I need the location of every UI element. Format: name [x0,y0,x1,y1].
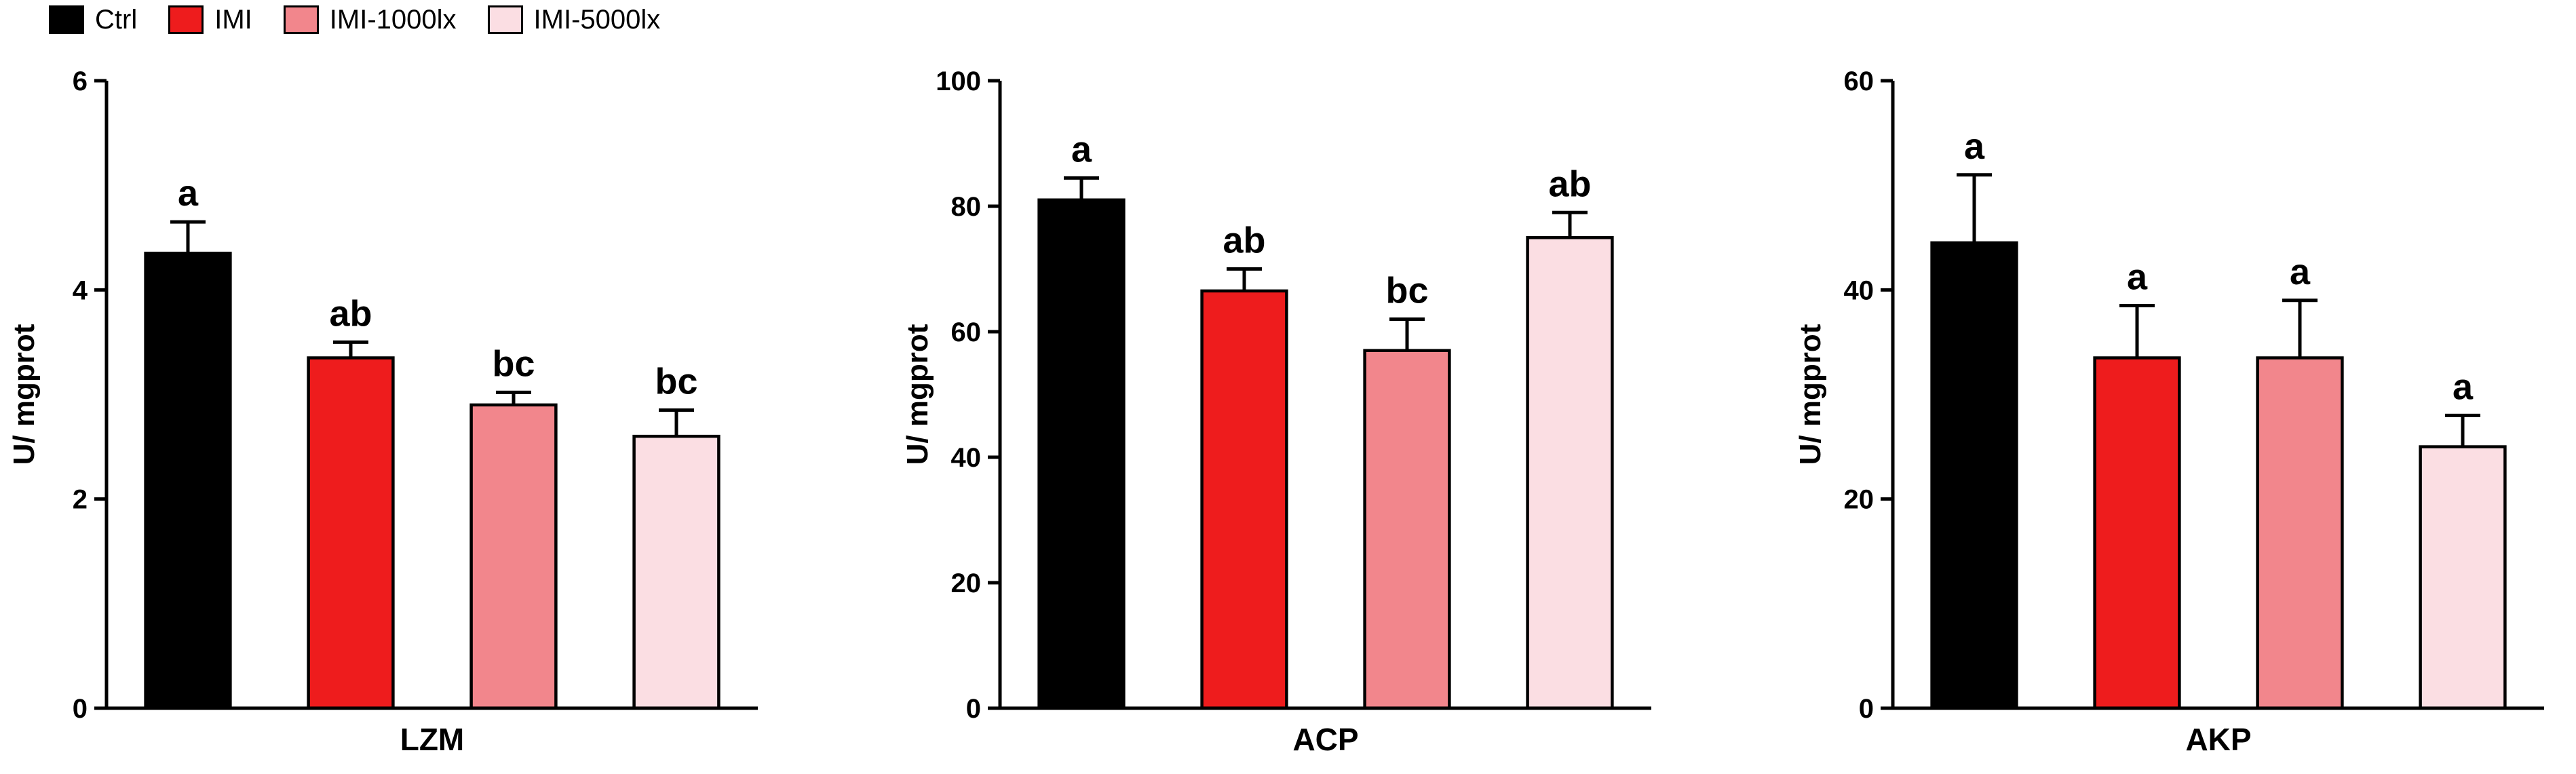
chart-akp: 0 20 40 60 U/ mgprot a a a a AKP [1794,66,2544,757]
chart-lzm: 0 2 4 6 U/ mgprot a ab bc bc LZM [7,66,758,757]
y-tick-label: 20 [950,568,981,598]
sig-letter: bc [655,362,697,402]
y-tick-label: 20 [1844,485,1875,515]
y-tick-label: 0 [73,694,88,724]
legend-item: IMI [168,5,252,34]
legend-label: IMI-1000lx [329,5,457,35]
sig-letter: a [1964,126,1985,167]
y-tick-label: 4 [73,275,88,305]
bar-imi-1000lx [2256,356,2344,710]
chart-title: LZM [400,722,465,757]
sig-letter: a [1071,129,1092,170]
y-tick-label: 2 [73,485,88,515]
charts-row: 0 2 4 6 U/ mgprot a ab bc bc LZM 0 20 40 60 80 100 U/ m… [0,30,2576,766]
bar-ctrl [1930,241,2018,710]
y-tick-label: 6 [73,66,88,96]
bar-imi-5000lx [632,434,720,710]
bar-imi [307,356,395,710]
sig-letter: a [2290,252,2311,292]
sig-letter: a [2453,366,2474,407]
legend-item: IMI-1000lx [283,5,457,35]
y-tick-label: 40 [1844,275,1875,305]
bar-imi-5000lx [2419,445,2507,710]
bar-ctrl [1037,198,1126,710]
sig-letter: ab [1223,220,1265,261]
chart-title: ACP [1292,722,1358,757]
legend-swatch-ctrl [49,5,84,34]
legend-swatch-imi-5000lx [487,5,523,34]
legend-label: IMI [214,5,252,35]
bar-imi [2093,356,2181,710]
legend-label: Ctrl [95,5,138,35]
bar-imi-1000lx [1362,349,1451,710]
y-tick-label: 40 [950,443,981,473]
sig-letter: bc [492,343,535,384]
legend-item: IMI-5000lx [487,5,661,35]
y-tick-label: 0 [1859,694,1874,724]
y-tick-label: 60 [1844,66,1875,96]
sig-letter: a [178,173,199,214]
y-tick-label: 80 [950,192,981,222]
chart-title: AKP [2185,722,2251,757]
bar-ctrl [144,252,232,710]
legend-swatch-imi-1000lx [283,5,319,34]
y-tick-label: 0 [965,694,980,724]
y-axis-label: U/ mgprot [901,324,934,465]
sig-letter: ab [1548,163,1591,204]
sig-letter: ab [329,293,372,334]
y-tick-label: 100 [936,66,981,96]
legend-label: IMI-5000lx [533,5,661,35]
bar-imi [1199,289,1288,710]
y-axis-label: U/ mgprot [1794,324,1827,465]
y-axis-label: U/ mgprot [7,324,41,465]
chart-acp: 0 20 40 60 80 100 U/ mgprot a ab bc ab ACP [901,66,1651,757]
bar-imi-5000lx [1525,236,1614,710]
bar-imi-1000lx [469,403,558,710]
legend-swatch-imi [168,5,204,34]
y-tick-label: 60 [950,317,981,347]
sig-letter: bc [1385,271,1428,311]
legend-item: Ctrl [49,5,137,34]
legend: Ctrl IMI IMI-1000lx IMI-5000lx [49,5,660,34]
sig-letter: a [2127,256,2148,297]
